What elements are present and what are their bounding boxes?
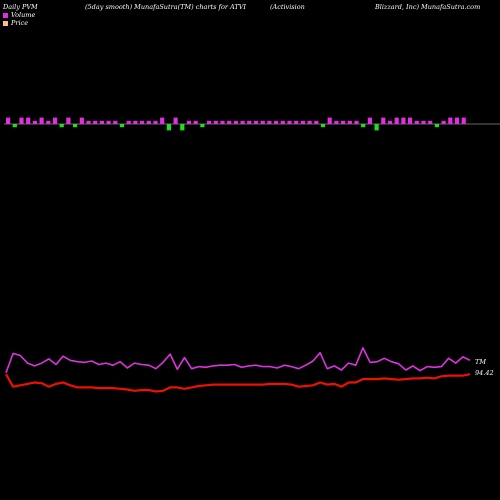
volume-bar bbox=[247, 120, 252, 124]
volume-bar bbox=[39, 117, 44, 124]
volume-bar bbox=[6, 117, 11, 124]
volume-bar bbox=[461, 117, 466, 124]
volume-bar bbox=[374, 124, 379, 131]
volume-bar bbox=[140, 120, 145, 124]
pvm-line bbox=[5, 347, 471, 374]
volume-bar bbox=[200, 124, 205, 128]
volume-bar bbox=[173, 117, 178, 124]
volume-bar bbox=[32, 120, 37, 124]
volume-bar bbox=[160, 117, 165, 124]
tm-label: TM bbox=[475, 358, 486, 366]
volume-bar bbox=[361, 124, 366, 128]
volume-bar bbox=[146, 120, 151, 124]
volume-bar bbox=[448, 117, 453, 124]
volume-bar bbox=[381, 117, 386, 124]
tm-value: 94.42 bbox=[475, 369, 494, 377]
volume-bar bbox=[106, 120, 111, 124]
volume-bar bbox=[347, 120, 352, 124]
volume-bar bbox=[186, 120, 192, 124]
volume-bar bbox=[341, 120, 346, 124]
header-left: Daily PVM bbox=[3, 3, 38, 11]
volume-bar bbox=[294, 120, 299, 124]
volume-bar bbox=[180, 124, 185, 131]
volume-bar bbox=[327, 117, 332, 124]
volume-bar bbox=[220, 120, 225, 124]
volume-bar bbox=[267, 120, 272, 124]
volume-bar bbox=[307, 120, 312, 124]
volume-bar bbox=[12, 124, 17, 128]
price-line bbox=[5, 373, 471, 393]
volume-bar bbox=[354, 120, 359, 124]
volume-bar bbox=[99, 120, 104, 124]
volume-bar bbox=[113, 120, 118, 124]
volume-bar bbox=[59, 124, 64, 128]
legend-price: Price bbox=[3, 19, 28, 27]
volume-bar bbox=[300, 120, 305, 124]
volume-bar bbox=[401, 117, 406, 124]
volume-bar bbox=[86, 120, 91, 124]
volume-bar bbox=[434, 124, 439, 128]
legend-price-label: Price bbox=[11, 19, 29, 27]
volume-bar bbox=[46, 120, 51, 124]
volume-bar bbox=[119, 124, 125, 128]
legend-volume: Volume bbox=[3, 11, 35, 19]
volume-bar bbox=[126, 120, 131, 124]
legend-volume-swatch bbox=[3, 12, 8, 18]
volume-bar bbox=[133, 120, 138, 124]
volume-bar bbox=[320, 124, 326, 128]
volume-bar bbox=[253, 120, 259, 124]
legend-volume-label: Volume bbox=[11, 11, 36, 19]
legend-price-swatch bbox=[3, 20, 8, 26]
header-center-1: (5day smooth) MunafaSutra(TM) charts for… bbox=[85, 3, 246, 11]
volume-bar bbox=[454, 117, 460, 124]
volume-bar bbox=[240, 120, 245, 124]
volume-bar bbox=[314, 120, 319, 124]
header-right-1: Blizzard, Inc) MunafaSutra.com bbox=[375, 3, 481, 11]
volume-bar bbox=[414, 120, 419, 124]
volume-bar bbox=[193, 120, 198, 124]
volume-bar bbox=[66, 117, 71, 124]
volume-bar bbox=[52, 117, 58, 124]
volume-bar bbox=[260, 120, 265, 124]
volume-bar bbox=[79, 117, 84, 124]
volume-bar bbox=[73, 124, 78, 128]
volume-bar bbox=[287, 120, 292, 124]
volume-bar bbox=[19, 117, 24, 124]
volume-bar bbox=[26, 117, 31, 124]
volume-bar bbox=[394, 117, 399, 124]
volume-bar bbox=[213, 120, 218, 124]
volume-bar bbox=[334, 120, 339, 124]
volume-bar bbox=[441, 120, 446, 124]
volume-bar bbox=[387, 120, 393, 124]
volume-bar bbox=[367, 117, 372, 124]
volume-bar bbox=[274, 120, 279, 124]
volume-bar bbox=[207, 120, 212, 124]
volume-bar bbox=[428, 120, 433, 124]
volume-bar bbox=[227, 120, 232, 124]
volume-bar bbox=[93, 120, 98, 124]
volume-bar bbox=[233, 120, 238, 124]
header-center-2: (Activision bbox=[270, 3, 305, 11]
volume-bar bbox=[408, 117, 413, 124]
volume-bar bbox=[280, 120, 285, 124]
volume-bar bbox=[153, 120, 158, 124]
volume-bar bbox=[421, 120, 426, 124]
volume-bar bbox=[166, 124, 171, 131]
